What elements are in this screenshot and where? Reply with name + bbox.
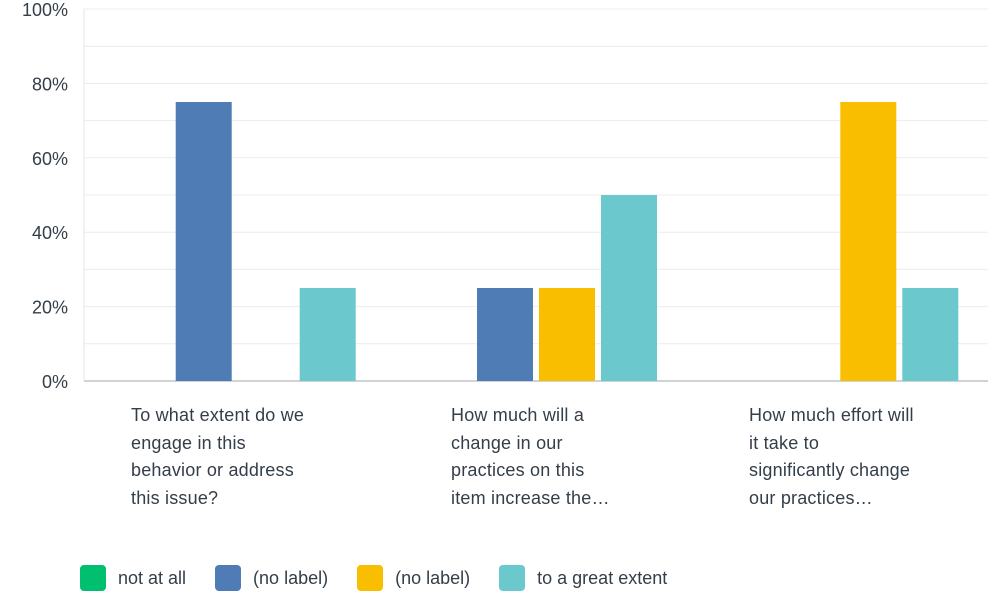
bar-category-1-series-2[interactable]	[175, 102, 232, 381]
legend-label: not at all	[118, 567, 187, 588]
legend-item-no-label-yellow[interactable]: (no label)	[357, 565, 470, 591]
legend-label: to a great extent	[537, 567, 668, 588]
category-label-1: To what extent do we engage in this beha…	[131, 405, 305, 508]
y-tick-label: 20%	[32, 298, 68, 318]
bar-category-2-series-4[interactable]	[601, 195, 657, 381]
bar-chart: 0% 20% 40% 60% 80% 100%	[22, 0, 988, 392]
bar-category-3-series-3[interactable]	[840, 102, 897, 381]
y-tick-label: 40%	[32, 223, 68, 243]
y-axis: 0% 20% 40% 60% 80% 100%	[22, 0, 68, 392]
legend-item-no-label-blue[interactable]: (no label)	[215, 565, 328, 591]
category-label-2: How much will a change in our practices …	[451, 405, 610, 508]
bars	[175, 102, 959, 381]
legend-label: (no label)	[253, 567, 329, 588]
legend-swatch	[80, 565, 106, 591]
y-tick-label: 100%	[22, 0, 68, 20]
legend-label: (no label)	[395, 567, 471, 588]
gridlines	[83, 8, 988, 382]
legend-swatch	[215, 565, 242, 591]
y-tick-label: 80%	[32, 74, 68, 94]
legend-item-to-a-great-extent[interactable]: to a great extent	[499, 565, 667, 591]
bar-category-3-series-4[interactable]	[902, 288, 959, 381]
bar-category-2-series-2[interactable]	[477, 288, 533, 381]
legend-swatch	[499, 565, 526, 591]
legend: not at all (no label) (no label) to a gr…	[80, 565, 696, 591]
y-tick-label: 60%	[32, 149, 68, 169]
category-label-3: How much effort will it take to signific…	[749, 405, 914, 508]
legend-item-not-at-all[interactable]: not at all	[80, 565, 186, 591]
legend-swatch	[357, 565, 384, 591]
y-tick-label: 0%	[42, 372, 68, 392]
bar-category-1-series-4[interactable]	[299, 288, 356, 381]
bar-category-2-series-3[interactable]	[539, 288, 595, 381]
